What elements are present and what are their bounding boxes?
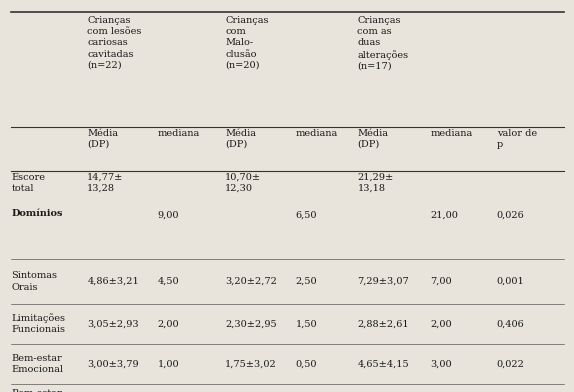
Text: 0,022: 0,022 [497, 359, 525, 368]
Text: mediana: mediana [430, 129, 473, 138]
Text: Bem-estar
Emocional: Bem-estar Emocional [11, 354, 63, 374]
Text: valor de
p: valor de p [497, 129, 537, 149]
Text: 2,50: 2,50 [296, 277, 317, 286]
Text: Média
(DP): Média (DP) [87, 129, 118, 149]
Text: Crianças
com
Malo-
clusão
(n=20): Crianças com Malo- clusão (n=20) [225, 16, 269, 70]
Text: 3,00±3,79: 3,00±3,79 [87, 359, 139, 368]
Text: 7,00: 7,00 [430, 277, 452, 286]
Text: 4,50: 4,50 [158, 277, 179, 286]
Text: 3,05±2,93: 3,05±2,93 [87, 319, 139, 328]
Text: Média
(DP): Média (DP) [225, 129, 256, 149]
Text: 21,00: 21,00 [430, 211, 458, 220]
Text: 2,00: 2,00 [430, 319, 452, 328]
Text: 0,026: 0,026 [497, 211, 525, 220]
Text: Crianças
com as
duas
alterações
(n=17): Crianças com as duas alterações (n=17) [357, 16, 409, 71]
Text: 4,86±3,21: 4,86±3,21 [87, 277, 139, 286]
Text: Crianças
com lesões
cariosas
cavitadas
(n=22): Crianças com lesões cariosas cavitadas (… [87, 16, 142, 70]
Text: 0,50: 0,50 [296, 359, 317, 368]
Text: Bem-estar
Social: Bem-estar Social [11, 388, 62, 392]
Text: 1,00: 1,00 [158, 359, 179, 368]
Text: Escore
total: Escore total [11, 173, 45, 193]
Text: 6,50: 6,50 [296, 211, 317, 220]
Text: 14,77±
13,28: 14,77± 13,28 [87, 173, 123, 193]
Text: 2,30±2,95: 2,30±2,95 [225, 319, 277, 328]
Text: 2,00: 2,00 [158, 319, 179, 328]
Text: Sintomas
Orais: Sintomas Orais [11, 271, 57, 292]
Text: Domínios: Domínios [11, 209, 63, 218]
Text: 9,00: 9,00 [158, 211, 179, 220]
Text: mediana: mediana [296, 129, 338, 138]
Text: 4,65±4,15: 4,65±4,15 [357, 359, 409, 368]
Text: 2,88±2,61: 2,88±2,61 [357, 319, 409, 328]
Text: 21,29±
13,18: 21,29± 13,18 [357, 173, 394, 193]
Text: Limitações
Funcionais: Limitações Funcionais [11, 313, 65, 334]
Text: 0,001: 0,001 [497, 277, 525, 286]
Text: 1,50: 1,50 [296, 319, 317, 328]
Text: 10,70±
12,30: 10,70± 12,30 [225, 173, 261, 193]
Text: 3,20±2,72: 3,20±2,72 [225, 277, 277, 286]
Text: Média
(DP): Média (DP) [357, 129, 389, 149]
Text: 3,00: 3,00 [430, 359, 452, 368]
Text: 1,75±3,02: 1,75±3,02 [225, 359, 277, 368]
Text: mediana: mediana [158, 129, 200, 138]
Text: 7,29±3,07: 7,29±3,07 [357, 277, 409, 286]
Text: 0,406: 0,406 [497, 319, 525, 328]
